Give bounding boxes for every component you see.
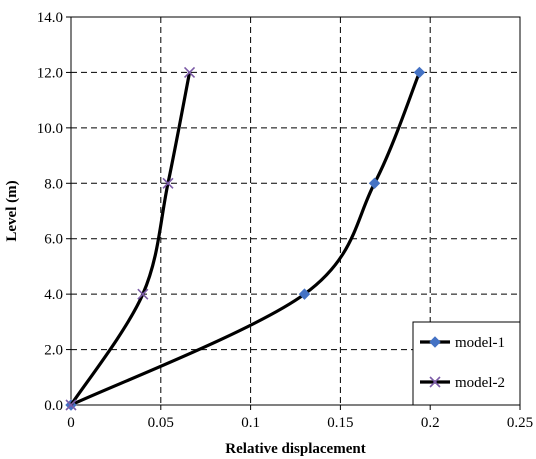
series — [65, 66, 426, 411]
legend-label: model-2 — [455, 375, 505, 391]
legend-entry: model-1 — [420, 335, 505, 351]
model-2-point-stroke — [65, 399, 77, 411]
model-2-point-stroke — [162, 177, 174, 189]
y-tick-label: 2.0 — [44, 343, 63, 359]
legend-marker-stroke — [429, 376, 441, 388]
model-1-point — [413, 66, 426, 79]
model-2-line — [69, 72, 192, 406]
model-2-point — [183, 66, 196, 78]
y-tick-label: 14.0 — [37, 10, 63, 26]
legend-entry: model-2 — [420, 375, 505, 391]
y-tick-label: 6.0 — [44, 232, 63, 248]
model-2-point — [137, 288, 149, 300]
model-2-point-stroke — [137, 288, 149, 300]
legend-marker — [429, 376, 441, 388]
x-axis-title: Relative displacement — [225, 441, 365, 457]
x-tick-label: 0.2 — [421, 415, 440, 431]
y-tick-label: 4.0 — [44, 287, 63, 303]
legend-box — [412, 321, 521, 406]
legend: model-1 model-2 — [412, 321, 521, 406]
model-1-point — [298, 288, 311, 300]
x-tick-label: 0.15 — [327, 415, 353, 431]
x-tick-label: 0.1 — [241, 415, 260, 431]
y-tick-label: 8.0 — [44, 176, 63, 192]
y-tick-label: 12.0 — [37, 65, 63, 81]
y-tick-label: 10.0 — [37, 121, 63, 137]
x-tick-label: 0 — [67, 415, 75, 431]
legend-label: model-1 — [455, 335, 505, 351]
x-tick-label: 0.05 — [148, 415, 174, 431]
model-1-line — [70, 71, 421, 407]
model-2-point-stroke — [183, 66, 196, 78]
y-axis-title: Level (m) — [4, 180, 20, 241]
model-2-point — [162, 177, 174, 189]
x-tick-label: 0.25 — [507, 415, 533, 431]
tick-labels: 0 0.05 0.1 0.15 0.2 0.25 0.0 2.0 4.0 6.0 8.0 10.0 12… — [37, 10, 533, 431]
plot-frame — [70, 16, 521, 406]
model-2-point — [65, 399, 77, 411]
model-1-point — [368, 177, 381, 189]
y-tick-label: 0.0 — [44, 398, 63, 414]
grid — [66, 16, 521, 410]
model-2-series — [65, 66, 196, 411]
legend-marker — [429, 336, 441, 348]
